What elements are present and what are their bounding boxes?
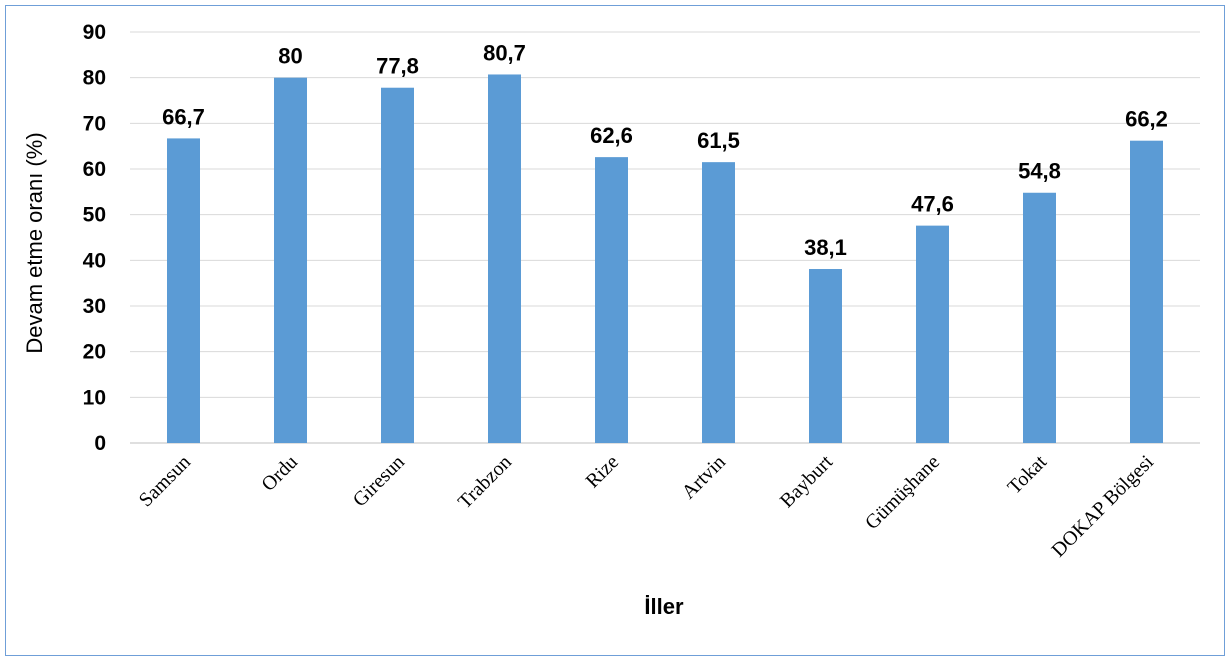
bars <box>167 74 1163 444</box>
y-tick-label: 10 <box>83 386 106 409</box>
x-tick-label: Artvin <box>678 451 730 503</box>
y-tick-label: 50 <box>83 204 106 227</box>
data-label: 80 <box>278 44 302 69</box>
data-labels: 66,7 80 77,8 80,7 62,6 61,5 38,1 47,6 54,8 66,2 <box>162 40 1168 260</box>
data-label: 38,1 <box>804 235 847 260</box>
x-tick-label: Tokat <box>1003 451 1051 499</box>
x-tick-labels: Samsun Ordu Giresun Trabzon Rize Artvin Baybur… <box>135 451 1159 562</box>
data-label: 54,8 <box>1018 159 1061 184</box>
bar <box>702 162 735 443</box>
bar <box>167 138 200 444</box>
data-label: 66,7 <box>162 104 205 129</box>
x-tick-label: Gümüşhane <box>861 451 944 534</box>
x-tick-label: Trabzon <box>454 451 516 513</box>
y-tick-label: 20 <box>83 341 106 364</box>
data-label: 66,2 <box>1125 107 1168 132</box>
x-tick-label: Bayburt <box>776 451 837 512</box>
bar <box>381 87 414 444</box>
y-tick-label: 90 <box>83 21 106 44</box>
y-tick-label: 40 <box>83 249 106 272</box>
y-tick-label: 70 <box>83 112 106 135</box>
x-tick-label: Giresun <box>349 451 409 511</box>
bar <box>1023 192 1056 443</box>
bar <box>809 269 842 443</box>
y-tick-labels: 0 10 20 30 40 50 60 70 80 90 <box>83 21 106 455</box>
x-tick-label: Rize <box>582 451 624 493</box>
x-tick-label: Ordu <box>257 451 302 496</box>
bar <box>1130 140 1163 444</box>
y-tick-label: 60 <box>83 158 106 181</box>
data-label: 80,7 <box>483 40 526 65</box>
data-label: 61,5 <box>697 128 740 153</box>
y-tick-label: 30 <box>83 295 106 318</box>
data-label: 47,6 <box>911 192 954 217</box>
bar <box>595 157 628 444</box>
x-tick-label: DOKAP Bölgesi <box>1048 451 1159 562</box>
bar <box>488 74 521 443</box>
x-tick-label: Samsun <box>135 451 195 511</box>
bar <box>916 225 949 443</box>
y-tick-label: 80 <box>83 67 106 90</box>
data-label: 77,8 <box>376 54 419 79</box>
x-axis-label: İller <box>644 594 684 619</box>
gridlines <box>130 31 1200 444</box>
bar <box>274 77 307 444</box>
data-label: 62,6 <box>590 123 633 148</box>
y-axis-label: Devam etme oranı (%) <box>22 132 47 353</box>
y-tick-label: 0 <box>94 432 106 455</box>
